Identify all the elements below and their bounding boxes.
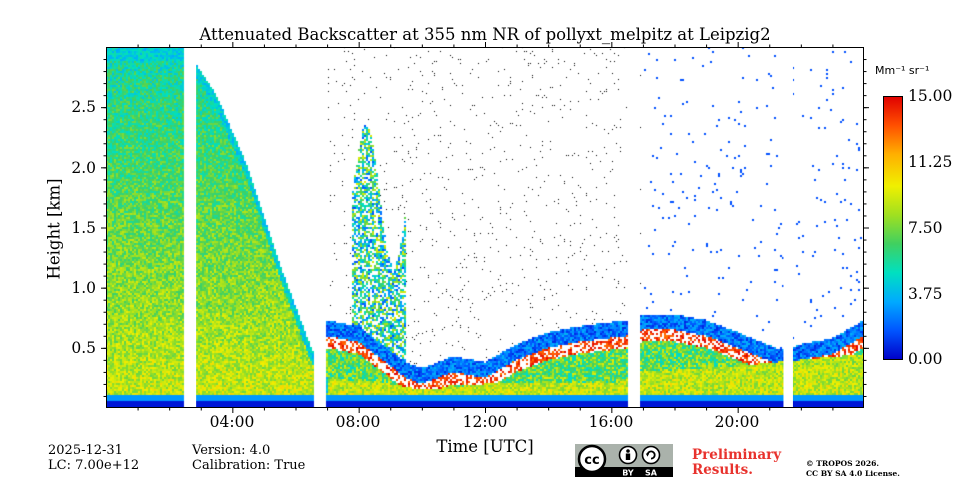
preliminary-results-note: Preliminary Results. [692,448,781,478]
data-gap [314,47,326,408]
footer-date-block: 2025-12-31 LC: 7.00e+12 [48,443,139,473]
x-tick-label: 12:00 [462,413,508,431]
cc-by-sa-icon: cc BY SA [575,444,673,477]
svg-text:SA: SA [645,469,658,478]
colorbar-tick-label: 7.50 [908,219,943,237]
preliminary-line: Preliminary [692,447,782,463]
footer-version-block: Version: 4.0 Calibration: True [192,443,305,473]
footer-version: Version: 4.0 [192,443,271,458]
preliminary-line: Results. [692,462,753,478]
x-tick-label: 08:00 [335,413,381,431]
colorbar-tick-label: 3.75 [908,285,943,303]
backscatter-field [106,47,864,408]
x-tick-label: 20:00 [714,413,760,431]
data-gap [783,47,793,408]
colorbar [883,96,903,360]
y-tick-label: 1.0 [71,279,96,297]
footer-date: 2025-12-31 [48,443,123,458]
x-tick-label: 04:00 [209,413,255,431]
colorbar-tick-label: 11.25 [908,153,953,171]
data-gap [628,47,640,408]
backscatter-heatmap [106,47,864,408]
data-gap [184,47,197,408]
copyright-line: © TROPOS 2026. [806,459,880,468]
y-tick-label: 2.0 [71,159,96,177]
y-tick-label: 1.5 [71,219,96,237]
x-tick-label: 16:00 [588,413,634,431]
plot-area [106,47,864,408]
colorbar-tick-label: 15.00 [908,87,953,105]
plot-frame [106,47,864,408]
svg-text:BY: BY [622,469,634,478]
y-tick-label: 2.5 [71,98,96,116]
svg-text:cc: cc [584,453,599,468]
y-tick-label: 0.5 [71,339,96,357]
footer-calibration: Calibration: True [192,458,306,473]
x-axis-label: Time [UTC] [436,437,534,456]
colorbar-unit: Mm⁻¹ sr⁻¹ [875,64,930,77]
footer-lidar-constant: LC: 7.00e+12 [48,458,140,473]
chart-title: Attenuated Backscatter at 355 nm NR of p… [199,25,771,44]
copyright-note: © TROPOS 2026. CC BY SA 4.0 License. [806,459,900,479]
colorbar-tick-label: 0.00 [908,350,943,368]
copyright-line: CC BY SA 4.0 License. [806,469,900,478]
